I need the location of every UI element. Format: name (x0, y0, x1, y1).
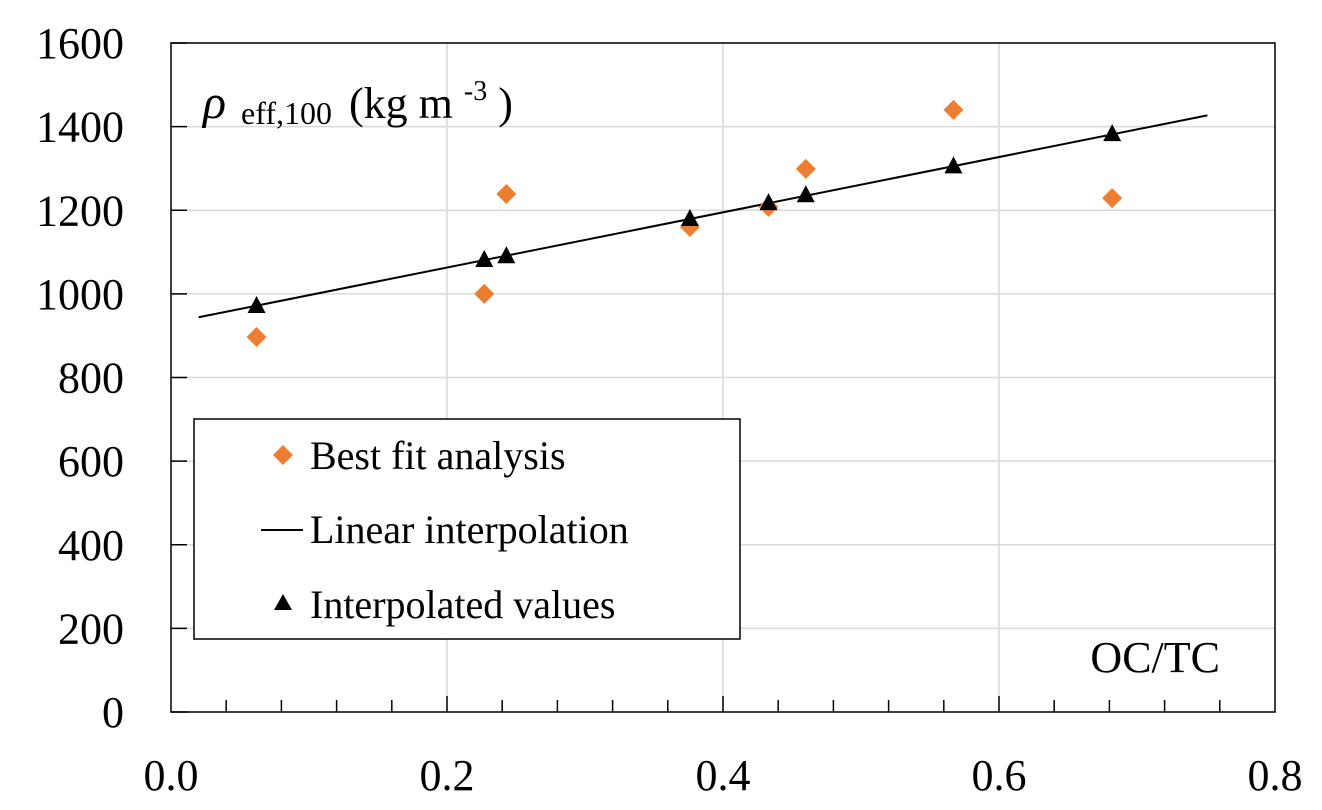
y-tick-label: 1600 (36, 19, 124, 68)
y-tick-label: 400 (58, 521, 124, 570)
x-tick-label: 0.6 (972, 751, 1027, 800)
interpolated-values-series (247, 124, 1122, 314)
y-axis-label-unit: (kg m (349, 79, 453, 128)
y-axis-label-unit-close: ) (498, 79, 513, 128)
interpolated-point (497, 246, 516, 264)
linear-interpolation-line (198, 114, 1208, 319)
y-tick-label: 0 (102, 688, 124, 737)
interpolated-point (944, 156, 963, 174)
best-fit-point (246, 326, 267, 347)
linear-interpolation-series (198, 114, 1208, 319)
legend-item-linear: Linear interpolation (261, 507, 629, 552)
legend-item-interpolated: Interpolated values (274, 582, 615, 627)
best-fit-point (1102, 188, 1123, 209)
best-fit-point (943, 99, 964, 120)
legend-triangle-marker (274, 594, 292, 610)
y-tick-label: 1400 (36, 103, 124, 152)
y-axis-label: ρ eff,100 (kg m -3 ) (201, 61, 513, 134)
y-tick-label: 600 (58, 437, 124, 486)
legend-diamond-marker (273, 445, 293, 465)
interpolated-point (475, 250, 494, 268)
best-fit-point (795, 158, 816, 179)
x-tick-label: 0.4 (696, 751, 751, 800)
legend-item-best-fit: Best fit analysis (273, 433, 566, 478)
legend: Best fit analysis Linear interpolation I… (193, 418, 741, 640)
x-tick-label: 0.0 (144, 751, 199, 800)
y-tick-label: 1000 (36, 270, 124, 319)
y-axis-label-subscript: eff,100 (241, 95, 332, 131)
x-axis-label: OC/TC (1090, 633, 1220, 682)
legend-label-interpolated: Interpolated values (310, 582, 615, 627)
interpolated-point (759, 193, 778, 211)
best-fit-point (474, 283, 495, 304)
axes (170, 42, 1276, 713)
y-tick-labels: 0 200 400 600 800 1000 1200 1400 1600 (36, 19, 124, 737)
interpolated-point (680, 209, 699, 227)
interpolated-point (1103, 124, 1122, 142)
y-tick-label: 200 (58, 604, 124, 653)
x-tick-labels: 0.0 0.2 0.4 0.6 0.8 (144, 751, 1303, 800)
y-tick-label: 800 (58, 354, 124, 403)
interpolated-point (247, 296, 266, 314)
best-fit-series (246, 99, 1123, 347)
interpolated-point (796, 185, 815, 203)
x-tick-label: 0.8 (1248, 751, 1303, 800)
y-axis-label-unit-sup: -3 (464, 76, 487, 107)
y-axis-label-symbol: ρ (201, 76, 226, 129)
best-fit-point (496, 183, 517, 204)
legend-label-best-fit: Best fit analysis (310, 433, 566, 478)
y-tick-label: 1200 (36, 186, 124, 235)
legend-label-linear: Linear interpolation (310, 507, 629, 552)
x-tick-label: 0.2 (420, 751, 475, 800)
